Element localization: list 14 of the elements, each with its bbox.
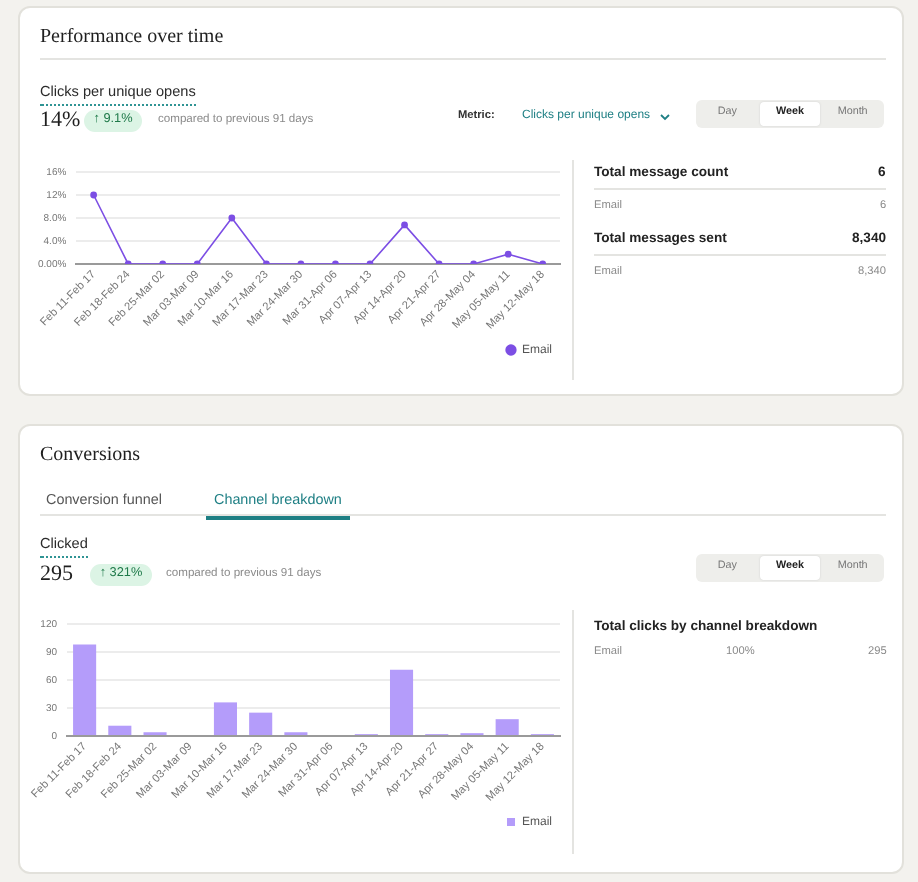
point [504,250,512,258]
point [228,214,236,222]
chart-title: Performance over time [40,25,224,47]
bar [73,644,97,735]
point [401,221,408,229]
chart-title: Conversions [40,443,140,465]
bar [389,669,414,735]
text: 295 [40,562,73,586]
bar [108,725,132,735]
bar [249,712,273,735]
text: 14% [40,108,81,132]
point [90,191,98,199]
bar [495,719,519,735]
bar [213,702,238,735]
